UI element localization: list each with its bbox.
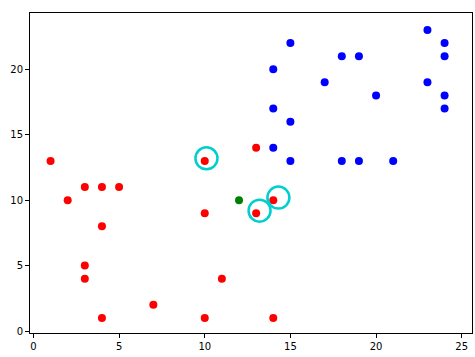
svg-text:5: 5 (116, 341, 122, 352)
svg-text:15: 15 (10, 129, 23, 140)
svg-text:5: 5 (17, 260, 23, 271)
svg-text:10: 10 (10, 195, 23, 206)
svg-text:0: 0 (17, 326, 23, 337)
svg-text:20: 20 (10, 64, 23, 75)
svg-text:15: 15 (284, 341, 297, 352)
svg-text:0: 0 (30, 341, 36, 352)
svg-text:25: 25 (455, 341, 468, 352)
svg-text:10: 10 (198, 341, 211, 352)
svg-text:20: 20 (370, 341, 383, 352)
